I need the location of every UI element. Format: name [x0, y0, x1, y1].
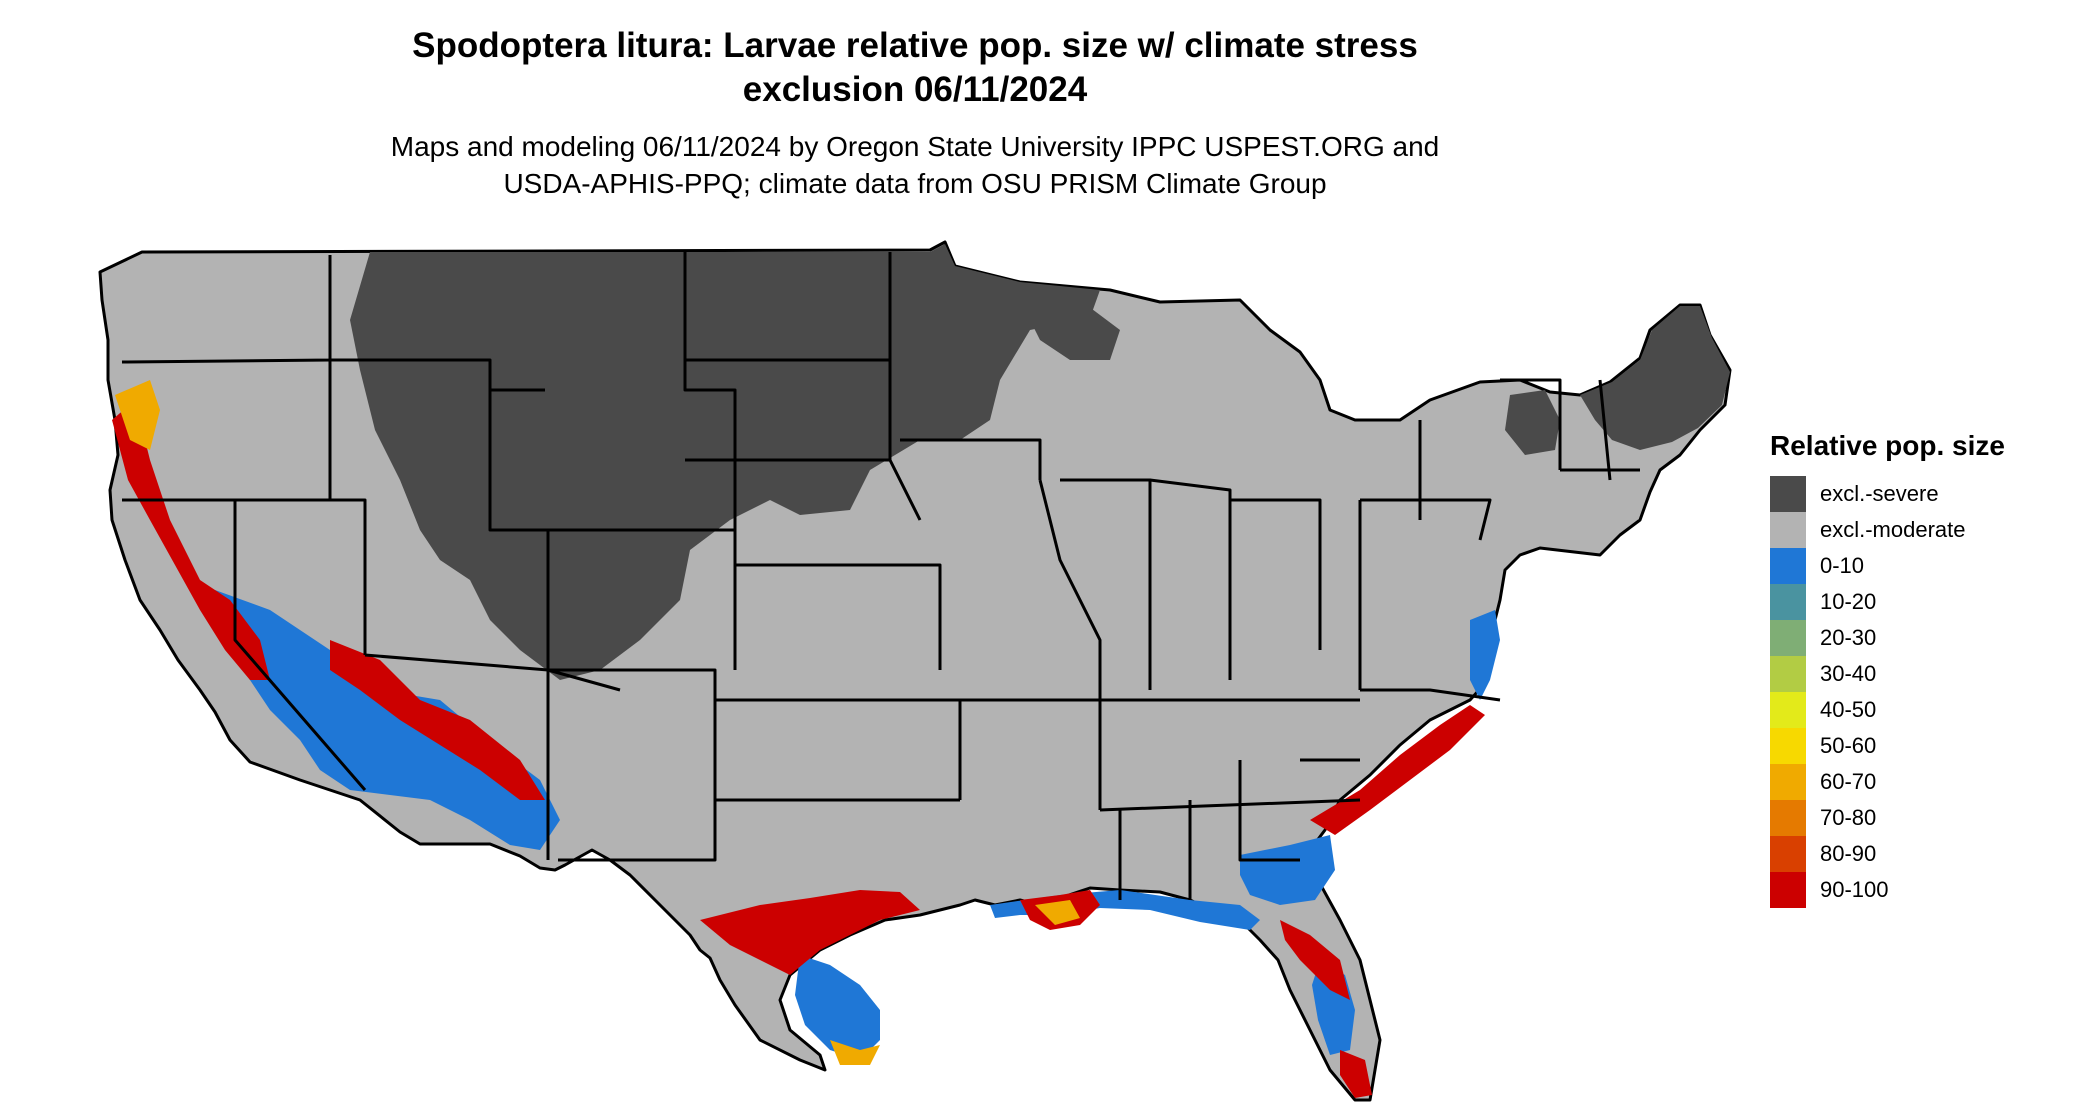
map-subtitle: Maps and modeling 06/11/2024 by Oregon S…: [0, 128, 1830, 202]
legend-item: 0-10: [1770, 548, 2005, 584]
legend-item: excl.-moderate: [1770, 512, 2005, 548]
legend-swatch: [1770, 764, 1806, 800]
legend-items: excl.-severe excl.-moderate 0-10 10-20 20-30…: [1770, 476, 2005, 908]
subtitle-line-2: USDA-APHIS-PPQ; climate data from OSU PR…: [503, 168, 1327, 199]
legend-swatch: [1770, 800, 1806, 836]
legend-title: Relative pop. size: [1770, 430, 2005, 461]
legend-swatch: [1770, 656, 1806, 692]
legend-swatch: [1770, 584, 1806, 620]
legend-label: 10-20: [1820, 589, 1877, 614]
title-line-2: exclusion 06/11/2024: [742, 70, 1088, 109]
legend-swatch: [1770, 692, 1806, 728]
title-line-1: Spodoptera litura: Larvae relative pop. …: [412, 26, 1418, 65]
map-title: Spodoptera litura: Larvae relative pop. …: [0, 24, 1830, 112]
legend-label: excl.-moderate: [1820, 517, 1966, 542]
legend-item: 50-60: [1770, 728, 2005, 764]
legend-swatch: [1770, 512, 1806, 548]
legend-swatch: [1770, 836, 1806, 872]
legend: Relative pop. size excl.-severe excl.-mod…: [1770, 430, 2005, 908]
legend-label: 60-70: [1820, 769, 1877, 794]
subtitle-line-1: Maps and modeling 06/11/2024 by Oregon S…: [390, 131, 1440, 162]
legend-item: 70-80: [1770, 800, 2005, 836]
legend-swatch: [1770, 728, 1806, 764]
legend-item: 10-20: [1770, 584, 2005, 620]
us-map: [98, 240, 1732, 1102]
zone-0-10: [215, 590, 1500, 1060]
legend-label: 0-10: [1820, 553, 1865, 578]
legend-label: 50-60: [1820, 733, 1877, 758]
legend-item: 90-100: [1770, 872, 2005, 908]
legend-item: 20-30: [1770, 620, 2005, 656]
zone-50-80: [115, 380, 1080, 1065]
legend-swatch: [1770, 476, 1806, 512]
state-boundaries: [121, 252, 1640, 900]
legend-item: 60-70: [1770, 764, 2005, 800]
legend-item: 80-90: [1770, 836, 2005, 872]
legend-item: 40-50: [1770, 692, 2005, 728]
legend-label: 30-40: [1820, 661, 1877, 686]
legend-label: 80-90: [1820, 841, 1877, 866]
legend-label: 20-30: [1820, 625, 1877, 650]
legend-swatch: [1770, 872, 1806, 908]
legend-item: excl.-severe: [1770, 476, 2005, 512]
legend-swatch: [1770, 548, 1806, 584]
severe-exclusion-regions: [350, 244, 1730, 680]
legend-item: 30-40: [1770, 656, 2005, 692]
legend-label: excl.-severe: [1820, 481, 1939, 506]
legend-label: 90-100: [1820, 877, 1889, 902]
legend-label: 70-80: [1820, 805, 1877, 830]
legend-label: 40-50: [1820, 697, 1877, 722]
legend-swatch: [1770, 620, 1806, 656]
